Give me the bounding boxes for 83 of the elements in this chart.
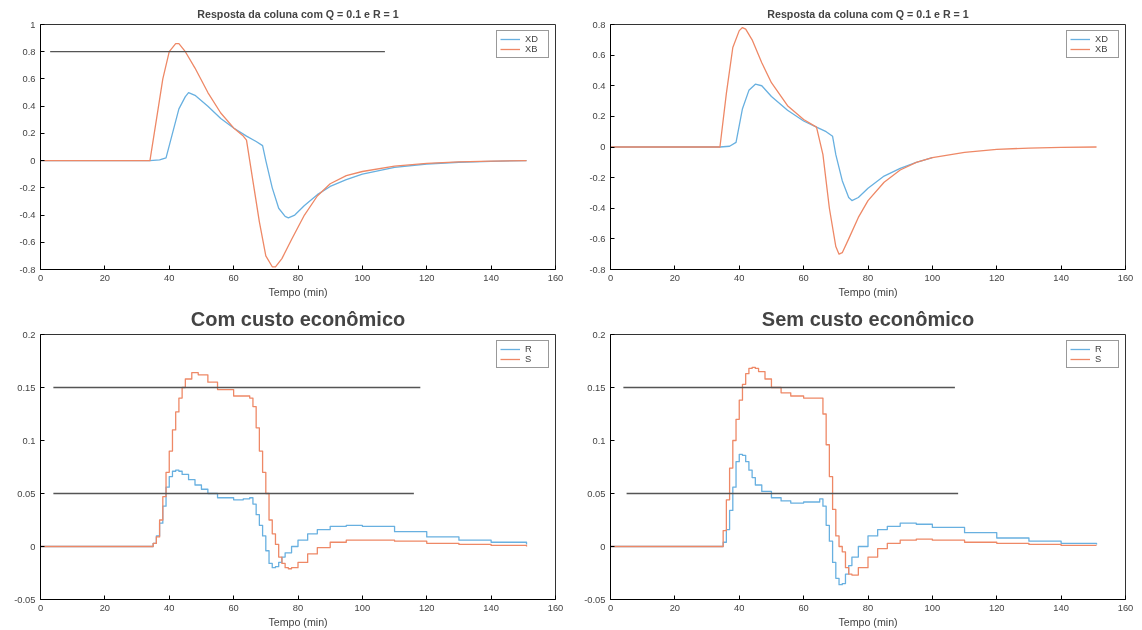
x-axis-title: Tempo (min) (838, 285, 898, 298)
x-axis-title: Tempo (min) (838, 615, 898, 628)
legend-label: XB (525, 44, 539, 54)
y-tick-label: 0.2 (592, 111, 606, 122)
x-tick-label: 60 (228, 602, 239, 613)
x-tick-label: 160 (1117, 602, 1134, 613)
legend-label: S (525, 354, 533, 364)
y-tick-label: -0.8 (589, 264, 606, 275)
y-tick-label: 0.15 (17, 382, 36, 393)
y-tick-label: 0.4 (592, 80, 606, 91)
x-tick-label: 100 (354, 602, 371, 613)
y-tick-label: 0.2 (22, 128, 36, 139)
x-tick-label: 60 (798, 602, 809, 613)
x-tick-label: 140 (1053, 602, 1069, 613)
x-tick-label: 0 (37, 272, 44, 283)
x-tick-label: 40 (734, 602, 745, 613)
x-tick-label: 0 (607, 602, 614, 613)
y-tick-label: 0.15 (587, 382, 606, 393)
y-tick-label: 0.2 (22, 329, 36, 340)
x-tick-label: 40 (164, 602, 175, 613)
y-tick-label: -0.05 (14, 594, 36, 605)
legend-label: R (525, 344, 533, 354)
x-tick-label: 120 (988, 272, 1005, 283)
y-tick-label: -0.05 (584, 594, 606, 605)
x-tick-label: 120 (988, 602, 1005, 613)
y-tick-label: 0.8 (592, 19, 606, 30)
x-tick-label: 80 (292, 272, 304, 283)
legend-label: XD (525, 34, 539, 44)
x-tick-label: 80 (292, 602, 304, 613)
y-tick-label: 0 (600, 541, 606, 552)
chart-title: Resposta da coluna com Q = 0.1 e R = 1 (767, 7, 969, 20)
y-tick-label: -0.6 (19, 237, 36, 248)
x-tick-label: 160 (547, 602, 564, 613)
chart-title: Com custo econômico (190, 307, 406, 330)
x-tick-label: 140 (483, 272, 499, 283)
y-tick-label: -0.2 (19, 182, 36, 193)
x-tick-label: 100 (924, 272, 941, 283)
x-axis-title: Tempo (min) (268, 285, 328, 298)
chart-title: Sem custo econômico (761, 307, 975, 330)
y-tick-label: 0 (30, 541, 36, 552)
y-tick-label: 0.6 (592, 50, 606, 61)
x-tick-label: 20 (669, 272, 681, 283)
x-axis-title: Tempo (min) (268, 615, 328, 628)
x-tick-label: 120 (418, 272, 435, 283)
legend-label: R (1095, 344, 1103, 354)
y-tick-label: -0.2 (589, 172, 606, 183)
x-tick-label: 40 (164, 272, 175, 283)
y-tick-label: 0.2 (592, 329, 606, 340)
x-tick-label: 140 (483, 602, 499, 613)
chart-title: Resposta da coluna com Q = 0.1 e R = 1 (197, 7, 399, 20)
y-tick-label: 0 (30, 155, 36, 166)
legend-label: XD (1095, 34, 1109, 44)
y-tick-label: 0.1 (592, 435, 606, 446)
y-tick-label: 0.8 (22, 46, 36, 57)
x-tick-label: 40 (734, 272, 745, 283)
x-tick-label: 80 (862, 602, 874, 613)
y-tick-label: -0.8 (19, 264, 36, 275)
y-tick-label: 0.05 (587, 488, 606, 499)
x-tick-label: 60 (228, 272, 239, 283)
legend-label: XB (1095, 44, 1109, 54)
y-tick-label: 0.05 (17, 488, 36, 499)
x-tick-label: 160 (547, 272, 564, 283)
x-tick-label: 20 (669, 602, 681, 613)
y-tick-label: 0.1 (22, 435, 36, 446)
y-tick-label: -0.4 (589, 203, 606, 214)
y-tick-label: 0 (600, 142, 606, 152)
x-tick-label: 120 (418, 602, 435, 613)
x-tick-label: 160 (1117, 272, 1134, 283)
y-tick-label: 0.4 (22, 101, 36, 112)
y-tick-label: 1 (30, 19, 36, 30)
x-tick-label: 20 (99, 602, 111, 613)
x-tick-label: 100 (354, 272, 371, 283)
x-tick-label: 100 (924, 602, 941, 613)
legend-label: S (1095, 354, 1103, 364)
y-tick-label: -0.6 (589, 233, 606, 244)
x-tick-label: 0 (607, 272, 614, 283)
x-tick-label: 80 (862, 272, 874, 283)
y-tick-label: -0.4 (19, 210, 36, 221)
x-tick-label: 60 (798, 272, 809, 283)
x-tick-label: 20 (99, 272, 111, 283)
x-tick-label: 140 (1053, 272, 1069, 283)
x-tick-label: 0 (37, 602, 44, 613)
y-tick-label: 0.6 (22, 73, 36, 84)
